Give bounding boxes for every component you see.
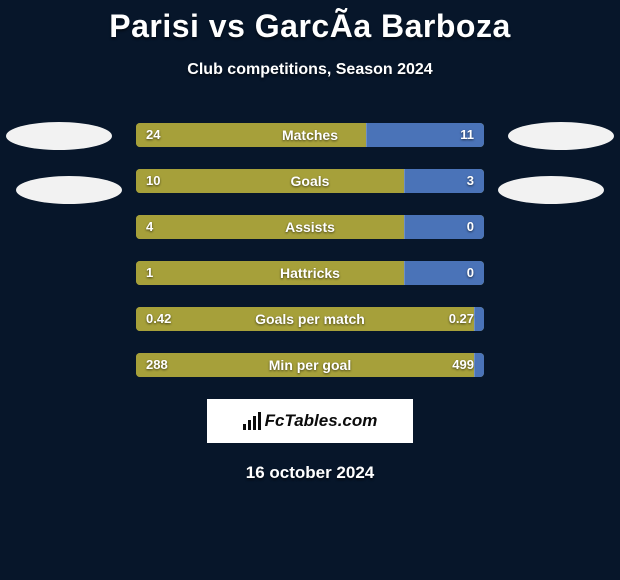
player1-name: Parisi [109,8,199,44]
comparison-title: Parisi vs GarcÃ­a Barboza [0,0,620,45]
stat-value-right: 0 [467,261,474,285]
stat-label: Goals per match [136,307,484,331]
stat-row: Hattricks1 0 [136,261,484,285]
stat-value-right: 0.27 [449,307,474,331]
stat-label: Hattricks [136,261,484,285]
stat-value-left: 4 [146,215,153,239]
stat-label: Min per goal [136,353,484,377]
stats-container: Matches2411Goals103Assists40Hattricks10G… [0,123,620,377]
snapshot-date: 16 october 2024 [0,463,620,483]
player1-avatar [6,122,112,150]
vs-separator: vs [209,8,246,44]
comparison-subtitle: Club competitions, Season 2024 [0,61,620,79]
stat-value-left: 1 [146,261,153,285]
logo-text: FcTables.com [265,411,378,431]
stat-value-right: 0 [467,215,474,239]
player2-avatar [508,122,614,150]
stat-row: Goals10 3 [136,169,484,193]
stat-value-right: 499 [452,353,474,377]
stat-row: Goals per match0.42 0.27 [136,307,484,331]
attribution-logo: FcTables.com [207,399,413,443]
stat-value-left: 288 [146,353,168,377]
stat-value-right: 3 [467,169,474,193]
stat-value-left: 0.42 [146,307,171,331]
player2-avatar-secondary [498,176,604,204]
stat-row: Assists4 0 [136,215,484,239]
stat-row: Min per goal288 499 [136,353,484,377]
bar-chart-icon [243,412,261,430]
stat-label: Goals [136,169,484,193]
stat-value-right: 11 [460,123,474,147]
player2-name: GarcÃ­a Barboza [255,8,511,44]
stat-value-left: 10 [146,169,160,193]
player1-avatar-secondary [16,176,122,204]
stat-label: Assists [136,215,484,239]
stat-row: Matches24 11 [136,123,484,147]
stat-value-left: 24 [146,123,160,147]
stat-label: Matches [136,123,484,147]
